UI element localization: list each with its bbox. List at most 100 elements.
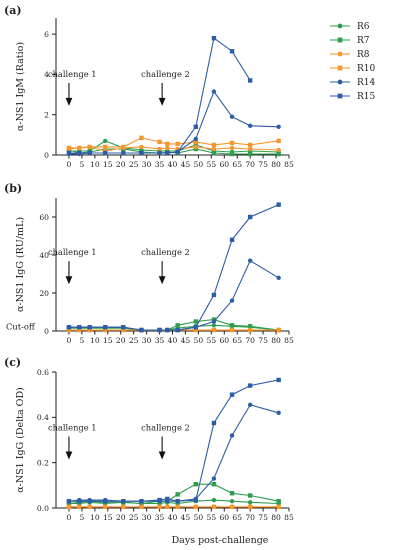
x-tick-label: 30 bbox=[142, 336, 152, 345]
cutoff-label: Cut-off bbox=[6, 322, 36, 332]
x-tick-label: 40 bbox=[168, 513, 178, 522]
data-point bbox=[102, 150, 108, 156]
data-point bbox=[211, 146, 217, 152]
x-tick-label: 55 bbox=[206, 336, 216, 345]
y-tick-label: 0.2 bbox=[37, 458, 49, 467]
panel-tag: (b) bbox=[4, 182, 22, 195]
data-point bbox=[175, 141, 180, 147]
legend-marker bbox=[337, 65, 343, 71]
series-R14 bbox=[66, 402, 281, 504]
data-point bbox=[211, 476, 217, 481]
x-tick-label: 25 bbox=[129, 513, 139, 522]
data-point bbox=[165, 150, 170, 156]
data-point bbox=[165, 327, 170, 333]
x-tick-label: 0 bbox=[67, 160, 72, 169]
data-point bbox=[66, 499, 72, 504]
annotation-2: challenge 2 bbox=[141, 69, 190, 79]
x-tick-label: 85 bbox=[284, 513, 294, 522]
arrow-head bbox=[65, 451, 73, 460]
y-tick-label: 0 bbox=[44, 327, 49, 336]
legend-marker bbox=[337, 93, 343, 99]
data-point bbox=[77, 325, 82, 330]
y-axis-title: α-NS1 IgG (RU/mL) bbox=[15, 217, 26, 312]
series-R15 bbox=[66, 35, 253, 156]
panel-tag: (c) bbox=[4, 356, 21, 369]
arrow-head bbox=[65, 97, 73, 106]
data-point bbox=[211, 319, 217, 324]
data-point bbox=[247, 123, 253, 128]
data-point bbox=[102, 499, 108, 504]
data-point bbox=[247, 258, 253, 263]
challenge-arrow-icon bbox=[65, 436, 73, 460]
x-tick-label: 35 bbox=[155, 336, 165, 345]
data-point bbox=[229, 504, 235, 510]
data-point bbox=[247, 493, 253, 498]
data-point bbox=[229, 323, 235, 328]
data-point bbox=[276, 410, 281, 415]
x-tick-label: 5 bbox=[79, 513, 84, 522]
data-point bbox=[87, 327, 92, 333]
data-point bbox=[121, 327, 126, 333]
data-point bbox=[102, 138, 108, 144]
x-tick-label: 65 bbox=[232, 160, 242, 169]
data-point bbox=[66, 150, 72, 156]
x-tick-label: 80 bbox=[271, 336, 281, 345]
data-point bbox=[276, 138, 281, 144]
data-point bbox=[229, 114, 235, 119]
data-point bbox=[229, 140, 235, 146]
arrow-head bbox=[65, 276, 73, 285]
series-R10 bbox=[66, 135, 281, 151]
data-point bbox=[121, 150, 126, 156]
data-point bbox=[102, 144, 108, 150]
x-tick-label: 85 bbox=[284, 336, 294, 345]
data-point bbox=[276, 124, 281, 129]
x-tick-label: 45 bbox=[181, 160, 191, 169]
data-point bbox=[175, 327, 180, 333]
data-point bbox=[276, 151, 281, 157]
data-point bbox=[211, 327, 217, 333]
data-point bbox=[276, 327, 281, 333]
x-tick-label: 30 bbox=[142, 513, 152, 522]
x-tick-label: 50 bbox=[194, 160, 204, 169]
series-line-R6 bbox=[68, 140, 279, 153]
data-point bbox=[139, 327, 144, 333]
legend-marker bbox=[337, 79, 343, 85]
y-tick-label: 0.6 bbox=[37, 368, 49, 377]
x-tick-label: 50 bbox=[194, 513, 204, 522]
data-point bbox=[247, 327, 253, 333]
data-point bbox=[165, 496, 170, 502]
y-tick-label: 2 bbox=[44, 111, 49, 120]
x-tick-label: 70 bbox=[245, 160, 255, 169]
data-point bbox=[175, 499, 180, 504]
data-point bbox=[229, 151, 235, 157]
x-tick-label: 25 bbox=[129, 336, 139, 345]
x-tick-label: 5 bbox=[79, 336, 84, 345]
legend-item-R15: R15 bbox=[330, 92, 376, 102]
annotation-1: challenge 1 bbox=[48, 247, 97, 257]
legend: R6 R7 R8 R10 R14 R15 bbox=[330, 22, 376, 102]
data-point bbox=[247, 402, 253, 408]
data-point bbox=[276, 499, 281, 504]
x-tick-label: 65 bbox=[232, 513, 242, 522]
data-point bbox=[211, 420, 217, 426]
annotation-2: challenge 2 bbox=[141, 422, 190, 432]
data-point bbox=[193, 319, 198, 324]
data-point bbox=[247, 142, 253, 148]
data-point bbox=[211, 35, 217, 41]
x-tick-label: 70 bbox=[245, 513, 255, 522]
challenge-arrow-icon bbox=[65, 82, 73, 106]
legend-label: R6 bbox=[357, 22, 370, 32]
legend-item-R7: R7 bbox=[330, 36, 370, 46]
data-point bbox=[193, 504, 198, 510]
data-point bbox=[229, 298, 235, 303]
series-R15 bbox=[66, 377, 281, 504]
data-point bbox=[87, 150, 92, 156]
legend-label: R14 bbox=[357, 78, 376, 88]
data-point bbox=[193, 497, 198, 503]
data-point bbox=[229, 392, 235, 397]
data-point bbox=[87, 325, 92, 330]
data-point bbox=[211, 497, 217, 503]
series-line-R14 bbox=[68, 259, 279, 331]
data-point bbox=[229, 327, 235, 333]
